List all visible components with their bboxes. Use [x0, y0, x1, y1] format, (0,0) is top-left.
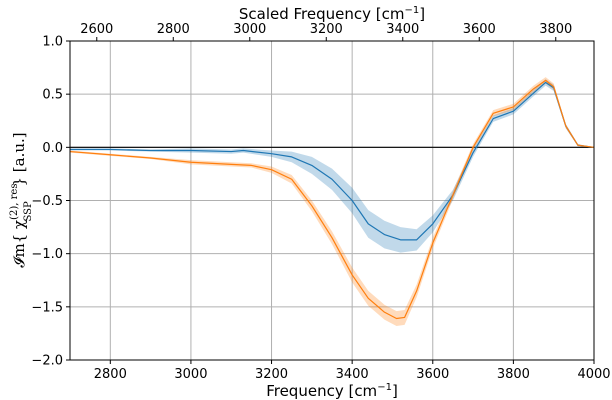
- y-axis-label-sup: (2), res: [9, 184, 20, 220]
- top-x-tick-label: 3200: [310, 22, 343, 37]
- x-axis-label: Frequency [cm−1]: [266, 382, 398, 400]
- top-x-axis-label-text: Scaled Frequency [cm: [239, 5, 405, 23]
- series-2-line: [69, 79, 595, 320]
- y-tick-label: −2.0: [31, 354, 63, 369]
- y-tick-label: −1.5: [31, 300, 63, 315]
- series-1-line: [70, 81, 595, 241]
- x-axis-label-sup: −1: [377, 382, 392, 393]
- top-x-axis-label-sup: −1: [405, 5, 420, 16]
- x-tick-label: 3200: [255, 367, 288, 382]
- series-lines: [69, 79, 595, 320]
- top-x-tick-label: 2800: [157, 22, 190, 37]
- y-tick-label: 0.0: [42, 141, 63, 156]
- y-axis-label: 𝓘m{ χ(2), res SSP } [a.u.]: [9, 132, 34, 267]
- y-tick-label: −1.0: [31, 247, 63, 262]
- y-axis-label-tail: } [a.u.]: [10, 132, 28, 191]
- top-x-tick-label: 3600: [463, 22, 496, 37]
- x-tick-label: 3400: [336, 367, 369, 382]
- series-2-band: [70, 77, 594, 326]
- x-tick-label: 3800: [497, 367, 530, 382]
- y-axis-label-head: 𝓘m{ χ: [10, 220, 28, 268]
- top-x-axis-label-tail: ]: [419, 5, 425, 23]
- x-axis-label-text: Frequency [cm: [266, 382, 377, 400]
- x-tick-label: 2800: [94, 367, 127, 382]
- ticks: 2800 3000 3200 3400 3600 3800 4000 1.0 0.5 0.0 −0.…: [31, 22, 610, 382]
- top-x-tick-label: 3400: [386, 22, 419, 37]
- top-x-axis-label: Scaled Frequency [cm−1]: [239, 5, 425, 23]
- x-tick-label: 3000: [174, 367, 207, 382]
- y-axis-label-sub: SSP: [23, 201, 34, 222]
- y-tick-label: −0.5: [31, 194, 63, 209]
- y-tick-label: 1.0: [42, 35, 63, 50]
- x-tick-label: 4000: [577, 367, 610, 382]
- x-tick-label: 3600: [416, 367, 449, 382]
- confidence-bands: [70, 77, 594, 326]
- top-x-tick-label: 2600: [80, 22, 113, 37]
- x-axis-label-tail: ]: [392, 382, 398, 400]
- top-x-tick-label: 3000: [233, 22, 266, 37]
- y-tick-label: 0.5: [42, 88, 63, 103]
- top-x-tick-label: 3800: [539, 22, 572, 37]
- grid: [70, 40, 595, 361]
